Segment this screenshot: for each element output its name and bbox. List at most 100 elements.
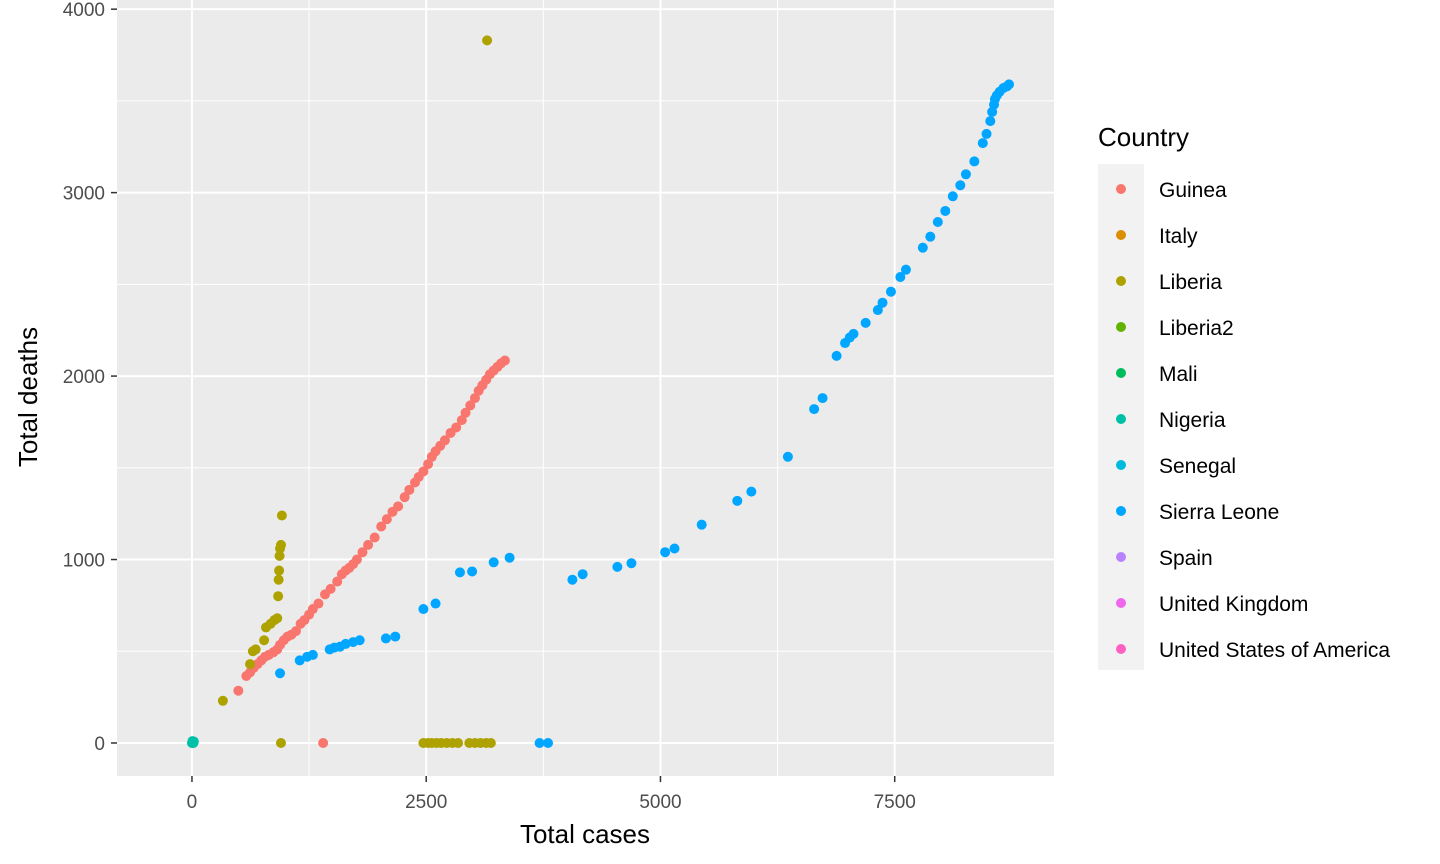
- point-guinea: [418, 466, 429, 477]
- point-sierra-leone: [275, 668, 286, 679]
- point-liberia: [275, 539, 286, 550]
- point-sierra-leone: [969, 156, 980, 167]
- point-sierra-leone: [430, 598, 441, 609]
- point-sierra-leone: [932, 216, 943, 227]
- point-sierra-leone: [567, 574, 578, 585]
- point-sierra-leone: [669, 543, 680, 554]
- y-tick-label: 0: [94, 734, 105, 755]
- point-sierra-leone: [696, 519, 707, 530]
- point-liberia: [453, 737, 464, 748]
- legend-key-sierra-leone: [1116, 506, 1126, 516]
- point-liberia: [274, 550, 285, 561]
- legend-key-senegal: [1116, 460, 1126, 470]
- point-sierra-leone: [467, 566, 478, 577]
- point-guinea: [465, 400, 476, 411]
- point-sierra-leone: [612, 561, 623, 572]
- x-tick-label: 2500: [405, 792, 447, 813]
- legend-label-italy: Italy: [1159, 225, 1198, 248]
- legend-label-liberia2: Liberia2: [1159, 317, 1234, 340]
- point-sierra-leone: [925, 231, 936, 242]
- x-tick-label: 0: [187, 792, 198, 813]
- legend-items: Guinea Italy Liberia Liberia2 Mali Nigeria Sen…: [1116, 179, 1390, 662]
- x-tick-label: 5000: [639, 792, 681, 813]
- point-guinea: [451, 422, 462, 433]
- point-sierra-leone: [809, 404, 820, 415]
- point-guinea: [332, 576, 343, 587]
- y-tick-label: 1000: [63, 551, 105, 572]
- point-liberia: [273, 574, 284, 585]
- point-sierra-leone: [504, 552, 515, 563]
- point-sierra-leone: [977, 138, 988, 149]
- legend-key-spain: [1116, 552, 1126, 562]
- point-sierra-leone: [354, 635, 365, 646]
- point-sierra-leone: [831, 350, 842, 361]
- point-sierra-leone: [782, 451, 793, 462]
- point-liberia: [485, 737, 496, 748]
- point-guinea: [499, 355, 510, 366]
- point-liberia: [273, 591, 284, 602]
- point-sierra-leone: [340, 638, 351, 649]
- point-sierra-leone: [940, 205, 951, 216]
- point-sierra-leone: [1004, 79, 1015, 90]
- point-sierra-leone: [817, 393, 828, 404]
- legend-label-united-states-of-america: United States of America: [1159, 639, 1390, 662]
- point-guinea: [460, 407, 471, 418]
- legend-label-guinea: Guinea: [1159, 179, 1227, 202]
- legend-label-sierra-leone: Sierra Leone: [1159, 501, 1279, 524]
- point-guinea: [318, 737, 329, 748]
- point-guinea: [357, 547, 368, 558]
- y-axis: 0 1000 2000 3000 4000: [63, 0, 117, 755]
- x-axis: 0 2500 5000 7500: [187, 776, 916, 813]
- point-sierra-leone: [294, 655, 305, 666]
- point-sierra-leone: [860, 317, 871, 328]
- point-sierra-leone: [947, 191, 958, 202]
- point-liberia: [259, 635, 270, 646]
- point-liberia: [250, 644, 261, 655]
- legend-key-nigeria: [1116, 414, 1126, 424]
- legend-key-guinea: [1116, 184, 1126, 194]
- point-guinea: [393, 501, 404, 512]
- point-sierra-leone: [543, 737, 554, 748]
- legend-key-liberia2: [1116, 322, 1126, 332]
- point-guinea: [313, 598, 324, 609]
- point-sierra-leone: [885, 286, 896, 297]
- point-liberia: [272, 613, 283, 624]
- point-sierra-leone: [732, 495, 743, 506]
- point-sierra-leone: [454, 567, 465, 578]
- legend-key-italy: [1116, 230, 1126, 240]
- y-axis-title: Total deaths: [13, 327, 43, 467]
- legend-label-mali: Mali: [1159, 363, 1198, 386]
- point-guinea: [369, 532, 380, 543]
- legend-label-united-kingdom: United Kingdom: [1159, 593, 1308, 616]
- point-sierra-leone: [872, 305, 883, 316]
- point-sierra-leone: [877, 297, 888, 308]
- point-guinea: [290, 626, 301, 637]
- legend-key-united-states-of-america: [1116, 644, 1126, 654]
- legend-label-spain: Spain: [1159, 547, 1213, 570]
- legend: Country Guinea Italy Liberia Liberia2 Mali Ni…: [1098, 122, 1390, 670]
- point-guinea: [404, 484, 415, 495]
- legend-label-senegal: Senegal: [1159, 455, 1236, 478]
- point-sierra-leone: [380, 633, 391, 644]
- point-sierra-leone: [418, 604, 429, 615]
- point-liberia: [217, 695, 228, 706]
- point-sierra-leone: [746, 486, 757, 497]
- point-sierra-leone: [848, 328, 859, 339]
- point-guinea: [376, 521, 387, 532]
- major-gridlines: [117, 0, 1054, 776]
- point-sierra-leone: [960, 169, 971, 180]
- point-guinea: [363, 539, 374, 550]
- legend-key-united-kingdom: [1116, 598, 1126, 608]
- point-sierra-leone: [955, 180, 966, 191]
- y-tick-label: 4000: [63, 0, 105, 21]
- point-sierra-leone: [917, 242, 928, 253]
- point-sierra-leone: [488, 557, 499, 568]
- point-sierra-leone: [660, 547, 671, 558]
- point-sierra-leone: [981, 128, 992, 139]
- point-guinea: [325, 583, 336, 594]
- x-tick-label: 7500: [874, 792, 916, 813]
- x-axis-title: Total cases: [520, 819, 650, 849]
- point-sierra-leone: [307, 649, 318, 660]
- point-liberia: [276, 510, 287, 521]
